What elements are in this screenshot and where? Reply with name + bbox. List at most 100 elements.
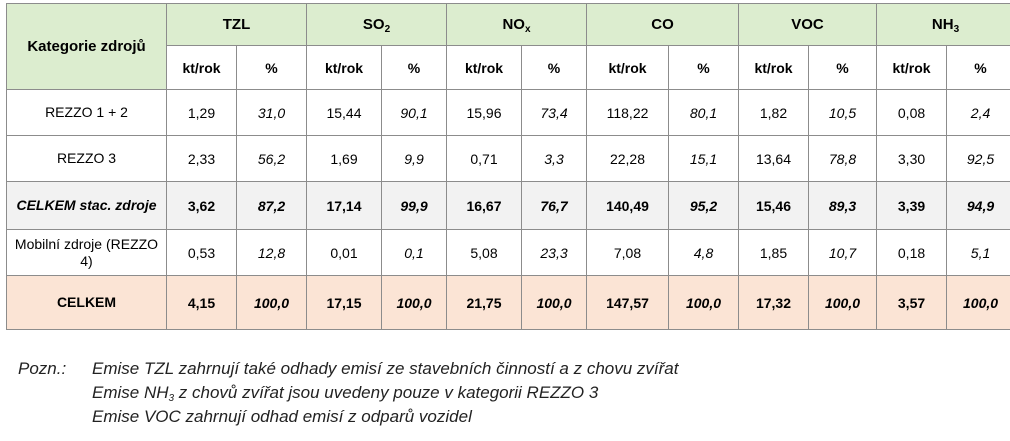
pct-cell: 100,0 — [807, 275, 878, 330]
value-cell: 3,62 — [166, 181, 237, 230]
value-cell: 17,14 — [306, 181, 382, 230]
value-cell: 15,96 — [446, 89, 522, 136]
value-cell: 17,15 — [306, 275, 382, 330]
value-cell: 22,28 — [586, 135, 669, 182]
unit-header: kt/rok — [306, 45, 382, 90]
category-cell: REZZO 3 — [6, 135, 167, 182]
header-row-pollutants: Kategorie zdrojů TZL SO2 NOx CO VOC NH3 — [6, 3, 1010, 90]
pct-cell: 92,5 — [946, 135, 1010, 182]
category-cell: REZZO 1 + 2 — [6, 89, 167, 136]
pct-cell: 10,7 — [807, 229, 878, 276]
pct-cell: 78,8 — [807, 135, 878, 182]
pct-cell: 12,8 — [236, 229, 307, 276]
pct-cell: 99,9 — [381, 181, 447, 230]
pct-cell: 94,9 — [946, 181, 1010, 230]
pollutant-header: NH3 — [876, 3, 1010, 46]
category-cell: CELKEM — [6, 275, 167, 330]
pct-cell: 56,2 — [236, 135, 307, 182]
value-cell: 0,53 — [166, 229, 237, 276]
note-line-2: Emise NH3 z chovů zvířat jsou uvedeny po… — [92, 383, 599, 404]
value-cell: 3,39 — [876, 181, 948, 230]
pollutant-header: SO2 — [306, 3, 447, 46]
value-cell: 140,49 — [586, 181, 669, 230]
pct-cell: 10,5 — [807, 89, 878, 136]
pct-header: % — [668, 45, 739, 90]
value-cell: 118,22 — [586, 89, 669, 136]
note-line-3: Emise VOC zahrnují odhad emisí z odparů … — [92, 407, 472, 426]
value-cell: 1,82 — [738, 89, 809, 136]
table-row: CELKEM stac. zdroje 3,62 87,2 17,14 99,9 16,6… — [6, 181, 1010, 230]
value-cell: 4,15 — [166, 275, 237, 330]
pollutant-header: TZL — [166, 3, 307, 46]
pct-cell: 100,0 — [668, 275, 739, 330]
table-body: REZZO 1 + 2 1,29 31,0 15,44 90,1 15,96 73,4 118… — [6, 89, 1010, 330]
emission-table: Kategorie zdrojů TZL SO2 NOx CO VOC NH3 … — [6, 3, 1010, 330]
value-cell: 0,08 — [876, 89, 948, 136]
note-row: Emise NH3 z chovů zvířat jsou uvedeny po… — [18, 381, 678, 405]
value-cell: 1,85 — [738, 229, 809, 276]
value-cell: 147,57 — [586, 275, 669, 330]
note-row: Pozn.: Emise TZL zahrnují také odhady em… — [18, 357, 678, 381]
value-cell: 13,64 — [738, 135, 809, 182]
pollutant-header: VOC — [737, 3, 878, 46]
pct-cell: 73,4 — [521, 89, 587, 136]
pct-cell: 100,0 — [236, 275, 307, 330]
pct-cell: 100,0 — [521, 275, 587, 330]
unit-header: kt/rok — [586, 45, 669, 90]
value-cell: 1,69 — [306, 135, 382, 182]
pct-cell: 31,0 — [236, 89, 307, 136]
pct-cell: 2,4 — [946, 89, 1010, 136]
unit-header: kt/rok — [738, 45, 809, 90]
value-cell: 15,46 — [738, 181, 809, 230]
notes: Pozn.: Emise TZL zahrnují také odhady em… — [18, 357, 678, 429]
value-cell: 5,08 — [446, 229, 522, 276]
pct-cell: 4,8 — [668, 229, 739, 276]
value-cell: 7,08 — [586, 229, 669, 276]
category-header: Kategorie zdrojů — [6, 3, 167, 90]
pct-cell: 0,1 — [381, 229, 447, 276]
pct-header: % — [807, 45, 878, 90]
pct-cell: 3,3 — [521, 135, 587, 182]
value-cell: 2,33 — [166, 135, 237, 182]
category-cell: CELKEM stac. zdroje — [6, 181, 167, 230]
pct-cell: 80,1 — [668, 89, 739, 136]
value-cell: 16,67 — [446, 181, 522, 230]
note-line-1: Emise TZL zahrnují také odhady emisí ze … — [92, 359, 679, 378]
value-cell: 3,30 — [876, 135, 948, 182]
unit-header: kt/rok — [446, 45, 522, 90]
pct-header: % — [521, 45, 587, 90]
table-row: CELKEM 4,15 100,0 17,15 100,0 21,75 100,0 147,5… — [6, 275, 1010, 330]
pollutant-header: NOx — [446, 3, 587, 46]
value-cell: 0,01 — [306, 229, 382, 276]
value-cell: 21,75 — [446, 275, 522, 330]
pct-cell: 89,3 — [807, 181, 878, 230]
table-row: REZZO 1 + 2 1,29 31,0 15,44 90,1 15,96 73,4 118… — [6, 89, 1010, 136]
pct-cell: 100,0 — [946, 275, 1010, 330]
value-cell: 3,57 — [876, 275, 948, 330]
category-cell: Mobilní zdroje (REZZO 4) — [6, 229, 167, 276]
note-row: Emise VOC zahrnují odhad emisí z odparů … — [18, 405, 678, 429]
pct-cell: 76,7 — [521, 181, 587, 230]
unit-header: kt/rok — [876, 45, 948, 90]
unit-header: kt/rok — [166, 45, 237, 90]
pct-cell: 23,3 — [521, 229, 587, 276]
value-cell: 0,18 — [876, 229, 948, 276]
pollutant-header: CO — [586, 3, 739, 46]
pct-cell: 9,9 — [381, 135, 447, 182]
notes-label: Pozn.: — [18, 359, 67, 378]
pct-cell: 5,1 — [946, 229, 1010, 276]
pct-cell: 100,0 — [381, 275, 447, 330]
pct-cell: 87,2 — [236, 181, 307, 230]
pct-cell: 95,2 — [668, 181, 739, 230]
pct-header: % — [946, 45, 1010, 90]
pct-cell: 15,1 — [668, 135, 739, 182]
header-row-units: kt/rok % kt/rok % kt/rok % kt/rok % kt/r… — [7, 45, 1010, 90]
value-cell: 0,71 — [446, 135, 522, 182]
pct-header: % — [236, 45, 307, 90]
value-cell: 17,32 — [738, 275, 809, 330]
table-row: REZZO 3 2,33 56,2 1,69 9,9 0,71 3,3 22,28 15,1 13… — [6, 135, 1010, 182]
pct-cell: 90,1 — [381, 89, 447, 136]
table-row: Mobilní zdroje (REZZO 4) 0,53 12,8 0,01 0,1 5… — [6, 229, 1010, 276]
value-cell: 15,44 — [306, 89, 382, 136]
value-cell: 1,29 — [166, 89, 237, 136]
